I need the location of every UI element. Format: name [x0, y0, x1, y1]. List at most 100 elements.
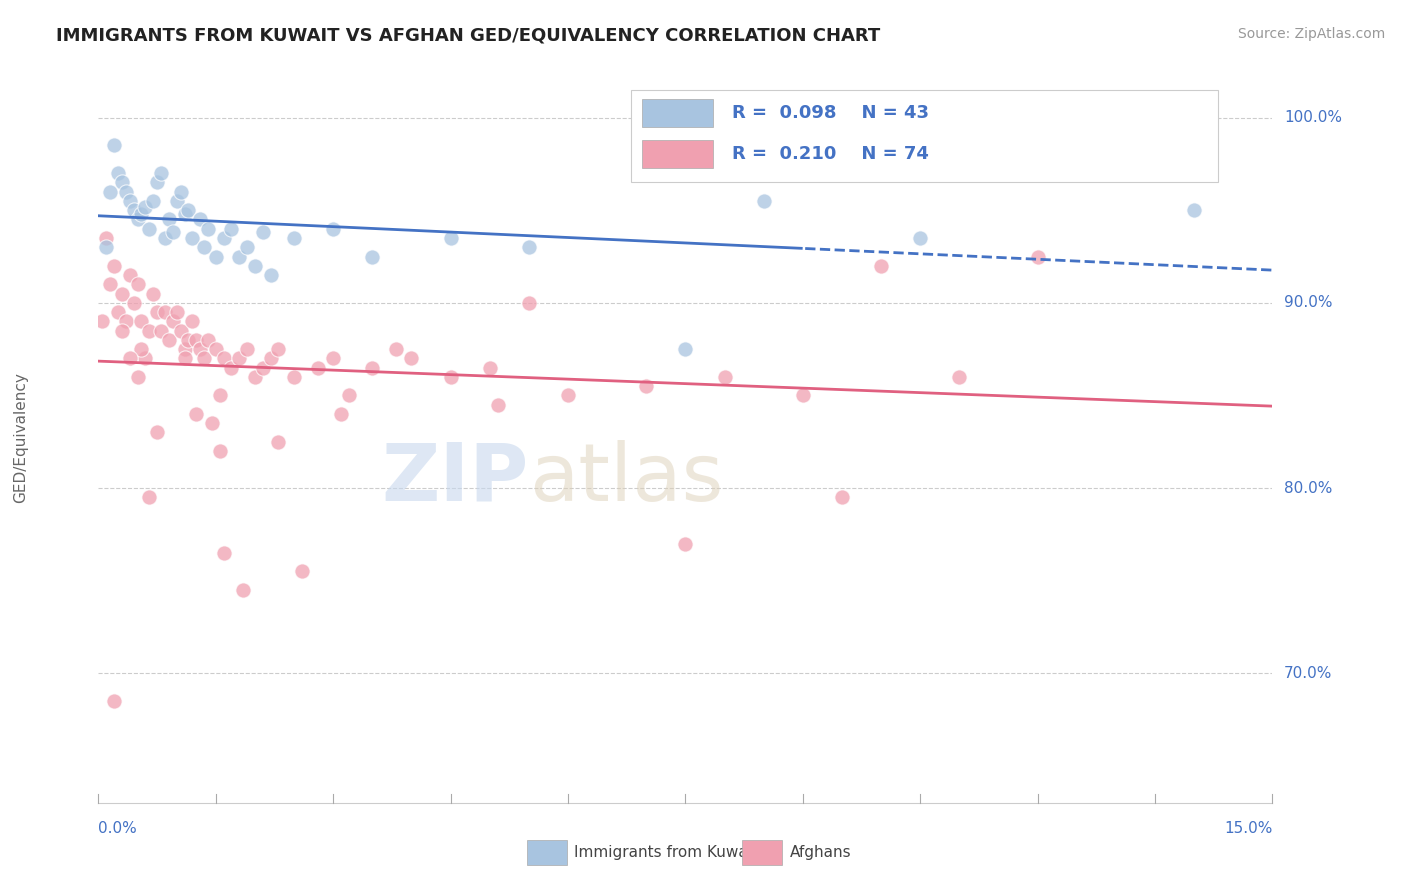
- Point: [173, 342, 195, 356]
- Point: [212, 351, 235, 366]
- Point: [134, 351, 156, 366]
- Point: [111, 286, 134, 301]
- Point: [177, 203, 200, 218]
- Point: [114, 314, 136, 328]
- Point: [283, 370, 305, 384]
- Point: [127, 212, 149, 227]
- Text: atlas: atlas: [529, 440, 723, 517]
- Point: [439, 231, 461, 245]
- Point: [401, 351, 423, 366]
- Point: [162, 314, 184, 328]
- Point: [114, 185, 136, 199]
- Bar: [643, 99, 713, 127]
- Point: [169, 324, 191, 338]
- Point: [98, 185, 121, 199]
- Bar: [643, 140, 713, 168]
- Point: [228, 250, 250, 264]
- Point: [186, 333, 208, 347]
- Point: [908, 231, 931, 245]
- Point: [157, 212, 180, 227]
- Point: [322, 351, 344, 366]
- Point: [948, 370, 970, 384]
- Text: 80.0%: 80.0%: [1284, 481, 1333, 495]
- Text: R =  0.098    N = 43: R = 0.098 N = 43: [733, 104, 929, 122]
- Point: [186, 407, 208, 421]
- Point: [236, 240, 259, 254]
- Point: [118, 351, 141, 366]
- Point: [169, 185, 191, 199]
- Point: [107, 305, 129, 319]
- Point: [131, 207, 153, 221]
- Text: 15.0%: 15.0%: [1225, 822, 1272, 837]
- Point: [478, 360, 501, 375]
- Point: [131, 342, 153, 356]
- Point: [193, 240, 215, 254]
- Point: [221, 221, 243, 235]
- Point: [221, 360, 243, 375]
- Text: Afghans: Afghans: [790, 846, 852, 860]
- Point: [173, 207, 195, 221]
- Point: [267, 342, 290, 356]
- Point: [228, 351, 250, 366]
- Point: [267, 434, 290, 449]
- Point: [517, 240, 540, 254]
- Point: [107, 166, 129, 180]
- Point: [361, 250, 384, 264]
- Point: [146, 305, 169, 319]
- Point: [236, 342, 259, 356]
- Point: [146, 176, 169, 190]
- Point: [188, 212, 211, 227]
- Point: [283, 231, 305, 245]
- Point: [146, 425, 169, 440]
- Point: [122, 295, 145, 310]
- Point: [138, 490, 160, 504]
- Point: [103, 138, 125, 153]
- Point: [201, 416, 224, 430]
- Point: [205, 250, 228, 264]
- Point: [197, 221, 219, 235]
- Point: [118, 268, 141, 282]
- Point: [111, 176, 134, 190]
- Point: [870, 259, 893, 273]
- Point: [153, 231, 176, 245]
- Point: [243, 370, 266, 384]
- Point: [197, 333, 219, 347]
- Text: R =  0.210    N = 74: R = 0.210 N = 74: [733, 145, 929, 162]
- Point: [127, 277, 149, 292]
- Point: [675, 536, 697, 550]
- Point: [157, 333, 180, 347]
- Point: [142, 194, 165, 208]
- Point: [1026, 250, 1049, 264]
- Point: [385, 342, 408, 356]
- Text: IMMIGRANTS FROM KUWAIT VS AFGHAN GED/EQUIVALENCY CORRELATION CHART: IMMIGRANTS FROM KUWAIT VS AFGHAN GED/EQU…: [56, 27, 880, 45]
- Point: [675, 342, 697, 356]
- Point: [150, 324, 173, 338]
- Point: [193, 351, 215, 366]
- Point: [177, 333, 200, 347]
- Point: [259, 268, 281, 282]
- Text: 0.0%: 0.0%: [98, 822, 138, 837]
- Point: [181, 314, 204, 328]
- Point: [153, 305, 176, 319]
- Point: [103, 694, 125, 708]
- Point: [181, 231, 204, 245]
- Point: [212, 546, 235, 560]
- Point: [439, 370, 461, 384]
- Point: [752, 194, 775, 208]
- Point: [636, 379, 658, 393]
- Point: [166, 194, 188, 208]
- Point: [557, 388, 579, 402]
- Point: [831, 490, 853, 504]
- Point: [131, 314, 153, 328]
- Point: [173, 351, 195, 366]
- Point: [138, 324, 160, 338]
- Point: [307, 360, 329, 375]
- Point: [205, 342, 228, 356]
- Text: Immigrants from Kuwait: Immigrants from Kuwait: [574, 846, 758, 860]
- Point: [486, 398, 509, 412]
- Point: [243, 259, 266, 273]
- Point: [792, 388, 814, 402]
- Point: [337, 388, 360, 402]
- Point: [162, 226, 184, 240]
- Point: [118, 194, 141, 208]
